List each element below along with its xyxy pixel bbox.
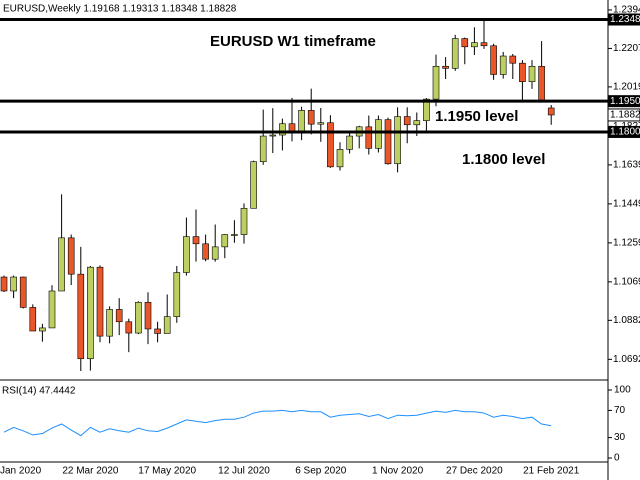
y-tick-label: 30 (614, 432, 626, 443)
level-label-bg (608, 125, 640, 138)
candle-body (384, 119, 392, 165)
x-tick-label: 12 Jul 2020 (218, 466, 270, 477)
candle-body (307, 110, 315, 125)
candle-body (442, 65, 449, 69)
candle-body (519, 62, 526, 82)
level-label-bg (608, 95, 640, 108)
candle-body (336, 149, 344, 168)
candle-body (39, 327, 46, 332)
level-label: 1.23480 (610, 14, 640, 25)
x-tick-label: 22 Mar 2020 (62, 466, 119, 477)
level-label-bg (608, 13, 640, 26)
candle-body (432, 65, 440, 100)
candle-body (471, 42, 478, 48)
candle-body (192, 236, 200, 245)
candle-body (58, 237, 65, 292)
y-tick-label: 1.12595 (613, 238, 640, 249)
candle-body (115, 309, 123, 323)
y-tick-label: 100 (614, 385, 631, 396)
candle-body (0, 276, 8, 292)
candle-body (29, 307, 37, 332)
candle-body (375, 119, 382, 149)
candle-body (135, 301, 142, 334)
candle-body (10, 276, 17, 292)
candle-body (317, 122, 325, 125)
y-tick-label: 1.22070 (613, 43, 640, 54)
rsi-line (3, 409, 552, 437)
chart-title: EURUSD W1 timeframe (210, 33, 376, 50)
candle-body (499, 55, 507, 75)
candle-body (298, 110, 305, 134)
candle-body (221, 234, 229, 248)
candle-body (173, 272, 181, 317)
candle-body (528, 65, 536, 82)
level-annotation: 1.1950 level (435, 108, 518, 125)
y-tick-label: 1.20195 (613, 82, 640, 93)
candle-body (269, 134, 277, 137)
x-tick-label: 1 Nov 2020 (372, 466, 424, 477)
y-tick-label: 1.16395 (613, 160, 640, 171)
x-tick-label: 17 May 2020 (138, 466, 196, 477)
candle-body (144, 301, 152, 330)
candle-body (211, 246, 219, 260)
candle-body (87, 266, 94, 360)
candle-body (547, 107, 555, 116)
candle-body (125, 321, 133, 334)
rsi-title: RSI(14) 47.4442 (2, 386, 76, 397)
candle-body (259, 135, 267, 163)
candle-body (250, 161, 257, 209)
y-tick-label: 0 (614, 453, 620, 464)
candle-body (163, 316, 171, 334)
current-price-bg (607, 108, 640, 122)
candle-body (327, 122, 334, 168)
y-tick-label: 1.08820 (613, 315, 640, 326)
level-label: 1.19500 (610, 96, 640, 107)
candle-body (403, 116, 411, 126)
level-annotation: 1.1800 level (462, 151, 545, 168)
candle-body (451, 38, 459, 69)
x-tick-label: 21 Feb 2021 (523, 466, 580, 477)
candle-body (509, 55, 517, 64)
candle-body (96, 266, 104, 337)
chart-header: EURUSD,Weekly 1.19168 1.19313 1.18348 1.… (3, 4, 237, 15)
candle-body (538, 65, 545, 101)
candle-body (154, 328, 161, 334)
candle-body (423, 98, 430, 121)
candle-body (67, 237, 75, 275)
y-tick-label: 1.23945 (613, 5, 640, 16)
candle-body (279, 123, 286, 136)
candle-body (19, 276, 27, 308)
x-tick-label: 6 Sep 2020 (295, 466, 347, 477)
y-tick-label: 1.06920 (613, 354, 640, 365)
candle-body (106, 309, 113, 337)
candle-body (231, 234, 238, 236)
y-tick-label: 1.14495 (613, 199, 640, 210)
x-tick-label: 27 Dec 2020 (446, 466, 503, 477)
candle-body (77, 273, 85, 360)
current-price-label: 1.18828 (610, 110, 640, 121)
candle-body (394, 116, 401, 165)
candle-body (480, 42, 488, 47)
candle-body (48, 290, 56, 329)
y-tick-label: 70 (614, 405, 626, 416)
candle-body (346, 135, 353, 150)
level-label: 1.18000 (610, 127, 640, 138)
candle-body (202, 243, 209, 260)
y-tick-label: 1.10695 (613, 276, 640, 287)
candle-body (490, 45, 497, 75)
candle-body (183, 236, 190, 273)
x-tick-label: 26 Jan 2020 (0, 466, 42, 477)
candle-body (461, 38, 469, 48)
candle-body (240, 207, 248, 235)
candle-body (365, 126, 373, 149)
candle-body (413, 120, 421, 126)
